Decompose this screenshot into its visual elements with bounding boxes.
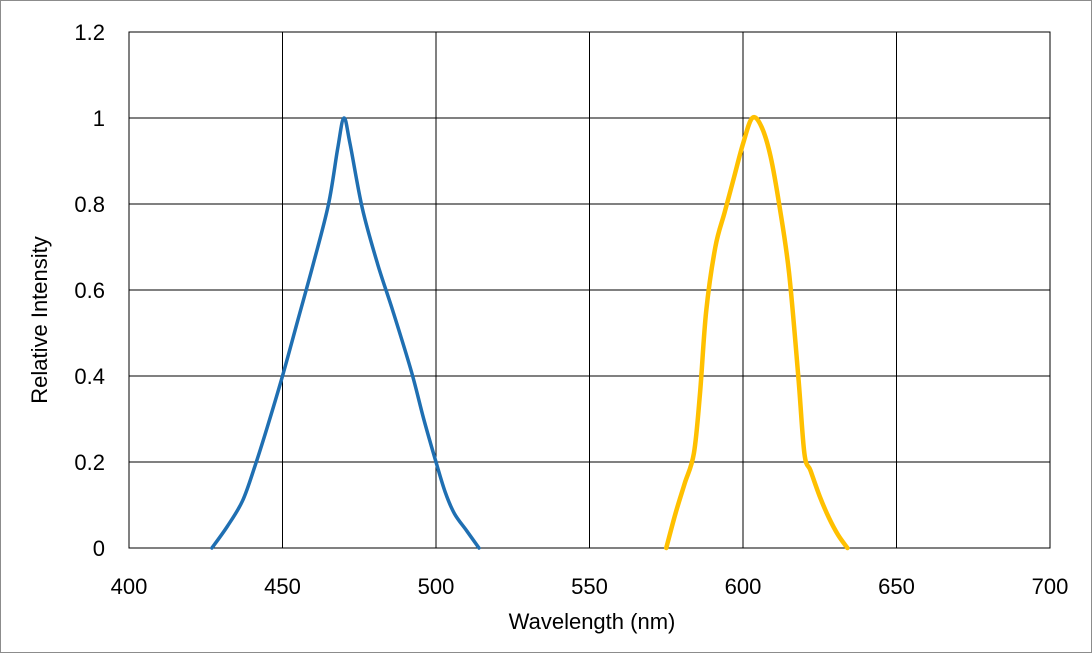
series-line-2 [664,114,850,551]
plot-area-border [128,31,1051,549]
x-tick-label: 650 [878,574,915,599]
x-tick-label: 500 [418,574,455,599]
x-tick-label: 550 [571,574,608,599]
x-tick-label: 700 [1032,574,1069,599]
y-tick-label: 0.8 [74,192,105,217]
y-tick-label: 1 [93,106,105,131]
axis-layer [128,31,1051,549]
x-axis-title: Wavelength (nm) [509,609,676,634]
y-tick-label: 0.6 [74,278,105,303]
series-line-1 [210,116,481,550]
x-tick-label: 450 [264,574,301,599]
grid-layer [128,31,1051,549]
label-layer: 400 450 500 550 600 650 700 0 0.2 0.4 0.6 0.8 1 1.2 [74,20,1068,599]
y-axis-title: Relative Intensity [27,236,52,404]
y-tick-label: 0.2 [74,450,105,475]
y-tick-label: 0.4 [74,364,105,389]
series-layer [210,114,850,551]
x-tick-label: 600 [725,574,762,599]
y-tick-label: 1.2 [74,20,105,45]
y-tick-label: 0 [93,536,105,561]
x-tick-label: 400 [111,574,148,599]
